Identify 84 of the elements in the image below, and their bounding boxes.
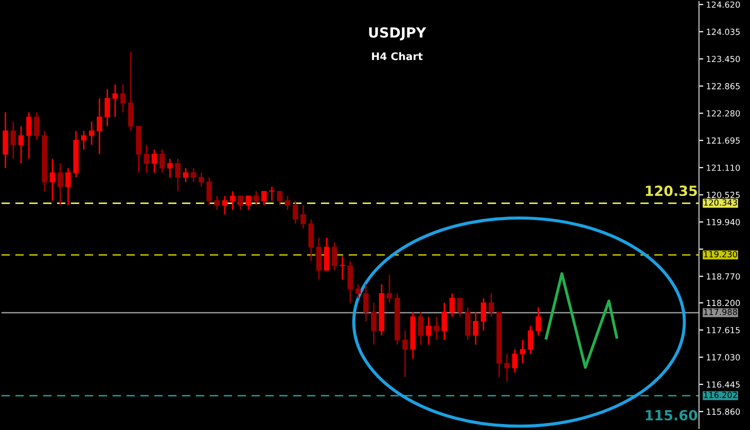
candlestick bbox=[292, 200, 298, 225]
candlestick bbox=[418, 311, 424, 346]
candlestick bbox=[316, 237, 322, 280]
candlestick bbox=[88, 120, 94, 146]
candlestick bbox=[2, 112, 8, 169]
candlestick bbox=[402, 330, 408, 378]
text: H4 Chart bbox=[372, 52, 423, 60]
candlestick bbox=[355, 284, 361, 299]
candlestick bbox=[50, 158, 56, 202]
candlestick bbox=[324, 237, 330, 271]
candlestick bbox=[230, 190, 236, 211]
candlestick bbox=[58, 162, 63, 206]
candlestick bbox=[246, 195, 252, 211]
candlestick bbox=[363, 284, 369, 322]
candlestick bbox=[277, 190, 282, 206]
candlestick bbox=[300, 204, 306, 230]
candlestick bbox=[386, 274, 392, 304]
candlestick bbox=[10, 120, 16, 160]
candlestick bbox=[261, 190, 267, 206]
annotation: 120.35 bbox=[646, 186, 697, 196]
candlestick bbox=[254, 190, 259, 206]
ref-line-label: 119.230 bbox=[704, 251, 738, 258]
y-tick-label: 124.035 bbox=[706, 28, 740, 35]
candlestick bbox=[206, 176, 212, 206]
candlestick bbox=[449, 292, 455, 318]
y-tick-label: 124.620 bbox=[706, 1, 740, 8]
candlestick bbox=[472, 311, 478, 346]
candlestick bbox=[198, 172, 204, 188]
candlestick bbox=[442, 302, 447, 341]
candlestick bbox=[238, 195, 244, 211]
candlestick bbox=[214, 195, 220, 211]
y-tick-label: 120.525 bbox=[706, 192, 740, 198]
candlestick bbox=[112, 84, 118, 118]
candlestick bbox=[167, 158, 173, 178]
candlestick bbox=[144, 144, 150, 174]
candlestick bbox=[152, 148, 158, 174]
y-tick-label: 117.030 bbox=[706, 354, 740, 360]
candlestick bbox=[512, 348, 518, 374]
candlestick bbox=[104, 88, 110, 127]
candlestick bbox=[528, 325, 534, 355]
y-tick-label: 119.940 bbox=[706, 218, 740, 226]
candlestick bbox=[182, 167, 188, 183]
annotation: 115.60 bbox=[646, 410, 698, 420]
candlestick bbox=[371, 302, 376, 346]
candlestick bbox=[426, 316, 432, 346]
candlestick bbox=[128, 51, 134, 132]
candlestick bbox=[81, 130, 86, 150]
candlestick bbox=[269, 186, 275, 202]
y-tick-label: 122.280 bbox=[706, 110, 740, 117]
y-tick-label: 118.770 bbox=[706, 273, 740, 280]
y-tick-label: 121.110 bbox=[706, 164, 740, 171]
candlestick bbox=[434, 316, 440, 341]
y-tick-label: 122.865 bbox=[706, 83, 740, 90]
line-series bbox=[544, 272, 618, 369]
candlestick bbox=[284, 195, 290, 211]
candlestick bbox=[520, 339, 526, 364]
candlestick bbox=[222, 195, 228, 216]
candlestick bbox=[175, 158, 181, 192]
candlestick bbox=[120, 84, 126, 114]
candlestick bbox=[465, 306, 471, 341]
candlestick bbox=[26, 112, 32, 160]
candlestick bbox=[488, 292, 494, 318]
ref-line-label: 120.343 bbox=[704, 199, 737, 206]
y-tick-label: 116.445 bbox=[706, 381, 740, 388]
candlestick bbox=[34, 112, 40, 141]
candlestick bbox=[159, 148, 165, 174]
candlestick bbox=[18, 126, 24, 164]
candlestick bbox=[457, 297, 463, 318]
candlestick bbox=[65, 167, 71, 206]
y-tick-label: 123.450 bbox=[706, 56, 740, 62]
candlestick bbox=[332, 242, 338, 271]
candlestick bbox=[308, 218, 314, 262]
candlestick bbox=[480, 297, 486, 332]
candlestick bbox=[348, 260, 353, 304]
candlestick bbox=[96, 98, 102, 155]
candlestick bbox=[340, 256, 346, 280]
text: USDJPY bbox=[369, 27, 426, 40]
y-tick-label: 115.860 bbox=[706, 408, 740, 415]
y-tick-label: 121.695 bbox=[706, 137, 740, 144]
ref-line-label: 117.988 bbox=[704, 308, 738, 316]
ref-line-label: 116.202 bbox=[704, 392, 737, 398]
y-tick-label: 117.615 bbox=[706, 326, 740, 334]
candlestick bbox=[536, 306, 542, 336]
y-tick-label: 118.200 bbox=[706, 300, 740, 306]
